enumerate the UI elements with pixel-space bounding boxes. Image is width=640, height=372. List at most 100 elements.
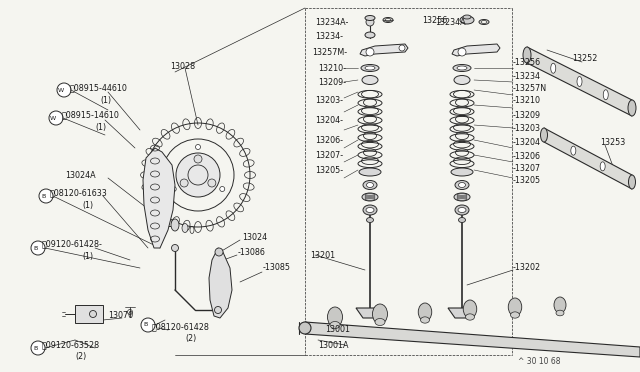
Ellipse shape (628, 175, 636, 189)
Ellipse shape (419, 303, 432, 321)
Ellipse shape (328, 307, 342, 327)
Polygon shape (544, 128, 632, 189)
Text: -13085: -13085 (263, 263, 291, 273)
Ellipse shape (367, 183, 374, 187)
Text: W: W (58, 87, 64, 93)
Text: 13234A: 13234A (435, 17, 466, 26)
Text: -13206: -13206 (513, 151, 541, 160)
Text: 13001A: 13001A (318, 340, 349, 350)
Ellipse shape (541, 128, 547, 142)
Ellipse shape (458, 208, 466, 212)
Text: 13209-: 13209- (318, 77, 346, 87)
Circle shape (39, 189, 53, 203)
Text: 13205-: 13205- (315, 166, 343, 174)
Text: Ⓦ08915-44610: Ⓦ08915-44610 (70, 83, 128, 93)
Ellipse shape (195, 144, 200, 150)
Ellipse shape (367, 218, 374, 222)
Ellipse shape (366, 48, 374, 56)
Ellipse shape (420, 317, 429, 323)
Polygon shape (452, 44, 500, 56)
Circle shape (31, 341, 45, 355)
Ellipse shape (362, 76, 378, 84)
Bar (75, 305, 103, 323)
Ellipse shape (365, 16, 375, 20)
Text: B: B (143, 323, 147, 327)
Text: 13203-: 13203- (315, 96, 343, 105)
Text: Ⓑ08120-61428: Ⓑ08120-61428 (152, 323, 210, 331)
Text: Ⓦ08915-14610: Ⓦ08915-14610 (62, 110, 120, 119)
Ellipse shape (180, 179, 188, 187)
Text: -13234: -13234 (513, 71, 541, 80)
Text: (2): (2) (75, 353, 86, 362)
Text: 13210-: 13210- (318, 64, 346, 73)
Text: (2): (2) (185, 334, 196, 343)
Ellipse shape (375, 318, 385, 326)
Text: B: B (41, 193, 45, 199)
Ellipse shape (604, 90, 608, 100)
Ellipse shape (457, 66, 467, 70)
Ellipse shape (171, 219, 179, 231)
Text: (1): (1) (95, 122, 106, 131)
Text: (1): (1) (82, 201, 93, 209)
Ellipse shape (463, 300, 477, 318)
Text: 13024A: 13024A (65, 170, 95, 180)
Ellipse shape (363, 180, 377, 189)
Text: 13206-: 13206- (315, 135, 343, 144)
Text: Ⓑ08120-61633: Ⓑ08120-61633 (50, 189, 108, 198)
Ellipse shape (182, 224, 188, 232)
Polygon shape (360, 44, 408, 56)
Polygon shape (448, 308, 476, 318)
Ellipse shape (460, 16, 474, 24)
Polygon shape (356, 308, 384, 318)
Text: -13257N: -13257N (513, 83, 547, 93)
Ellipse shape (554, 297, 566, 313)
Text: 13234-: 13234- (315, 32, 343, 41)
Polygon shape (209, 248, 232, 318)
Text: -13203: -13203 (513, 124, 541, 132)
Ellipse shape (299, 322, 311, 334)
Ellipse shape (90, 311, 97, 317)
Ellipse shape (511, 312, 520, 318)
Ellipse shape (372, 304, 387, 324)
Ellipse shape (330, 321, 340, 328)
Ellipse shape (172, 244, 179, 251)
Ellipse shape (362, 193, 378, 201)
Text: -13210: -13210 (513, 96, 541, 105)
Circle shape (49, 111, 63, 125)
Ellipse shape (571, 146, 576, 155)
Ellipse shape (451, 168, 473, 176)
Ellipse shape (208, 179, 216, 187)
Circle shape (176, 153, 220, 197)
Ellipse shape (215, 248, 223, 256)
Circle shape (31, 241, 45, 255)
Text: -13209: -13209 (513, 110, 541, 119)
Ellipse shape (577, 77, 582, 87)
Text: 13001: 13001 (325, 326, 350, 334)
Ellipse shape (453, 64, 471, 71)
Text: B: B (33, 346, 37, 350)
Text: -13204: -13204 (513, 138, 541, 147)
Text: 13201: 13201 (310, 250, 335, 260)
Text: (1): (1) (100, 96, 111, 105)
Text: 13256: 13256 (422, 16, 447, 25)
Text: -13205: -13205 (513, 176, 541, 185)
Text: -13202: -13202 (513, 263, 541, 273)
Text: Ⓑ09120-63528: Ⓑ09120-63528 (42, 340, 100, 350)
Ellipse shape (551, 63, 556, 73)
Ellipse shape (365, 32, 375, 38)
Text: 13253: 13253 (600, 138, 625, 147)
Ellipse shape (359, 168, 381, 176)
Text: 13234A-: 13234A- (315, 17, 348, 26)
Ellipse shape (194, 155, 202, 163)
Polygon shape (527, 47, 632, 116)
Ellipse shape (399, 45, 405, 51)
Text: 13204-: 13204- (315, 115, 343, 125)
Ellipse shape (220, 186, 225, 192)
Ellipse shape (214, 307, 221, 314)
Text: B: B (33, 246, 37, 250)
Ellipse shape (600, 162, 605, 171)
Text: -13207: -13207 (513, 164, 541, 173)
Ellipse shape (523, 47, 531, 63)
Ellipse shape (458, 218, 465, 222)
Circle shape (57, 83, 71, 97)
